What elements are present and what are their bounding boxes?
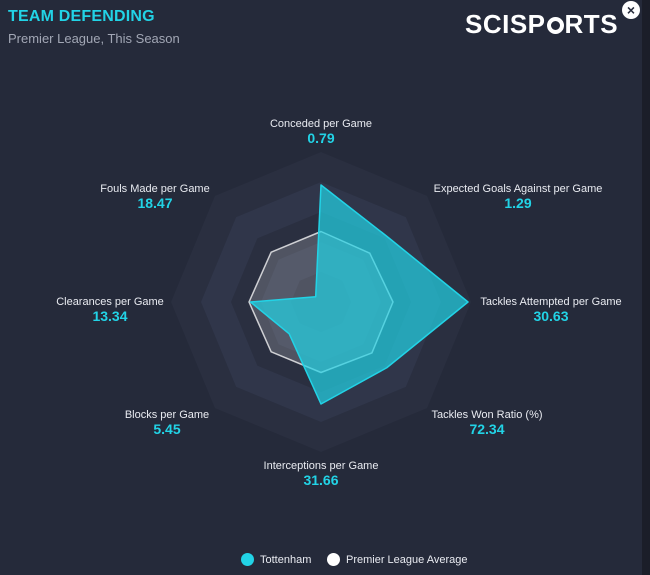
axis-label-conceded-per-game: Conceded per Game — [270, 118, 372, 130]
axis-value-tackles-won-ratio: 72.34 — [469, 421, 504, 437]
series-tottenham-area — [249, 184, 469, 405]
close-button[interactable]: × — [622, 1, 640, 19]
axis-label-tackles-attempted-per-game: Tackles Attempted per Game — [480, 296, 621, 308]
legend-item-average[interactable]: Premier League Average — [327, 553, 468, 566]
legend-dot-team — [241, 553, 254, 566]
axis-value-interceptions-per-game: 31.66 — [303, 472, 338, 488]
axis-value-clearances-per-game: 13.34 — [92, 308, 127, 324]
axis-label-fouls-made-per-game: Fouls Made per Game — [100, 183, 209, 195]
logo-text-right: RTS — [564, 9, 619, 39]
axis-value-blocks-per-game: 5.45 — [153, 421, 180, 437]
logo-o-ring — [546, 17, 564, 34]
axis-label-expected-goals-against-per-game: Expected Goals Against per Game — [434, 183, 603, 195]
chart-legend: Tottenham Premier League Average — [0, 553, 642, 569]
axis-label-interceptions-per-game: Interceptions per Game — [264, 460, 379, 472]
axis-value-tackles-attempted-per-game: 30.63 — [533, 308, 568, 324]
legend-dot-average — [327, 553, 340, 566]
legend-item-team[interactable]: Tottenham — [241, 553, 311, 566]
axis-value-conceded-per-game: 0.79 — [307, 130, 334, 146]
legend-label-average: Premier League Average — [346, 553, 468, 566]
axis-label-blocks-per-game: Blocks per Game — [125, 409, 209, 421]
axis-label-clearances-per-game: Clearances per Game — [56, 296, 164, 308]
axis-value-expected-goals-against-per-game: 1.29 — [504, 195, 531, 211]
scrollbar[interactable] — [642, 0, 650, 575]
logo-text-left: SCISP — [465, 9, 546, 39]
chart-subtitle: Premier League, This Season — [8, 31, 180, 46]
axis-label-tackles-won-ratio: Tackles Won Ratio (%) — [431, 409, 542, 421]
legend-label-team: Tottenham — [260, 553, 312, 566]
scisports-logo: SCISP RTS — [465, 9, 618, 40]
axis-value-fouls-made-per-game: 18.47 — [137, 195, 172, 211]
chart-title: TEAM DEFENDING — [8, 8, 155, 25]
